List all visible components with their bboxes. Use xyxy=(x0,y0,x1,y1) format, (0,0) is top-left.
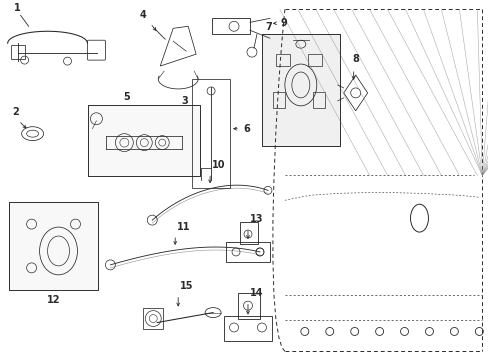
Text: 3: 3 xyxy=(182,96,188,106)
Text: 8: 8 xyxy=(351,54,358,64)
Text: 15: 15 xyxy=(180,281,193,291)
Text: 10: 10 xyxy=(212,161,225,170)
Bar xyxy=(192,79,229,188)
Text: 2: 2 xyxy=(12,107,19,117)
Text: 1: 1 xyxy=(14,3,21,13)
Text: 12: 12 xyxy=(47,295,60,305)
Bar xyxy=(224,316,271,341)
Bar xyxy=(225,242,269,262)
Bar xyxy=(238,293,260,319)
Bar xyxy=(312,92,324,108)
Bar xyxy=(212,18,249,34)
Text: 5: 5 xyxy=(122,92,129,102)
Bar xyxy=(88,105,200,176)
Bar xyxy=(11,45,24,59)
Text: 4: 4 xyxy=(140,10,146,21)
Bar xyxy=(262,34,339,145)
Bar xyxy=(272,92,285,108)
Text: 13: 13 xyxy=(249,214,263,224)
Bar xyxy=(9,202,98,290)
Bar xyxy=(240,222,258,244)
Bar xyxy=(275,54,289,66)
Bar xyxy=(307,54,321,66)
Bar xyxy=(88,105,200,176)
Bar xyxy=(262,34,339,145)
Text: 7: 7 xyxy=(264,22,271,32)
Bar xyxy=(9,202,98,290)
Text: 14: 14 xyxy=(249,288,263,298)
Text: 9: 9 xyxy=(280,18,287,28)
Text: 11: 11 xyxy=(177,222,190,232)
Text: 6: 6 xyxy=(243,124,249,134)
Bar xyxy=(143,307,163,329)
